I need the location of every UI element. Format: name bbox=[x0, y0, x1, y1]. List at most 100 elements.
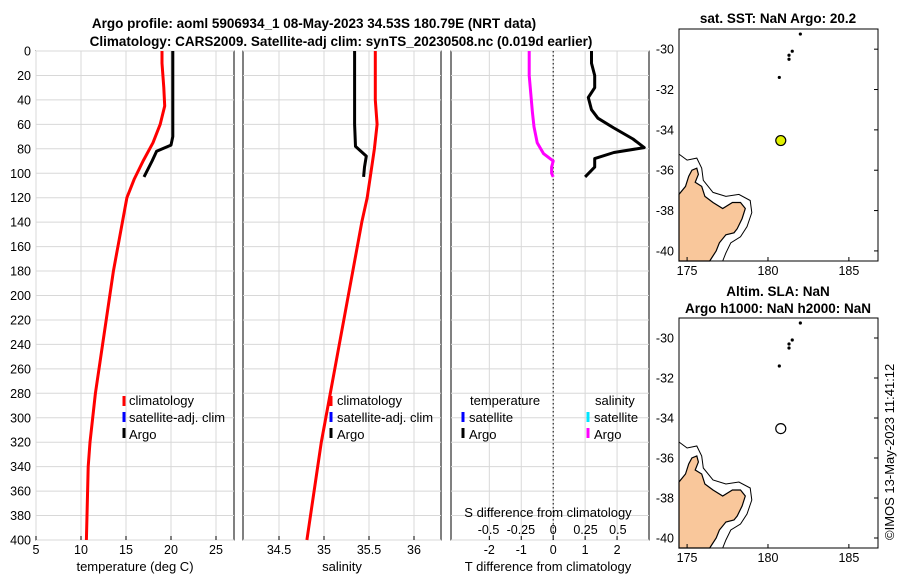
depth-tick-label: 240 bbox=[10, 338, 31, 352]
lon-tick-label: 175 bbox=[677, 264, 698, 278]
depth-tick-label: 260 bbox=[10, 362, 31, 376]
legend-salinity-heading: salinity bbox=[595, 393, 635, 408]
lon-tick-label: 185 bbox=[838, 551, 859, 565]
island bbox=[787, 342, 791, 346]
legend-s-satellite-label: satellite bbox=[594, 410, 638, 425]
island bbox=[787, 57, 791, 61]
sst-map-title: sat. SST: NaN Argo: 20.2 bbox=[700, 11, 856, 26]
temperature-xlabel: temperature (deg C) bbox=[76, 559, 193, 574]
depth-tick-label: 320 bbox=[10, 436, 31, 450]
land-mass bbox=[678, 167, 746, 262]
sst-map-lon-labels: 175 180 185 bbox=[677, 257, 859, 278]
legend-temperature-heading: temperature bbox=[470, 393, 540, 408]
legend-satellite-label: satellite-adj. clim bbox=[129, 410, 225, 425]
imos-watermark: ©IMOS 13-May-2023 11:41:12 bbox=[882, 364, 897, 540]
temperature-panel: 0 20 40 60 80 100 120 140 160 180 200 220 240 260 280 3… bbox=[10, 45, 235, 574]
x-tick-label: -1 bbox=[516, 543, 527, 557]
island bbox=[790, 338, 794, 342]
x-tick-label: 36 bbox=[407, 543, 421, 557]
lon-tick-label: 180 bbox=[758, 551, 779, 565]
lon-tick-label: 185 bbox=[838, 264, 859, 278]
lat-tick-label: -40 bbox=[656, 532, 674, 546]
lon-tick-label: 175 bbox=[677, 551, 698, 565]
figure-title-line2: Climatology: CARS2009. Satellite-adj cli… bbox=[90, 34, 593, 49]
series-argo bbox=[142, 51, 175, 178]
depth-tick-label: 40 bbox=[17, 93, 31, 107]
depth-tick-label: 160 bbox=[10, 240, 31, 254]
sla-map-title-line2: Argo h1000: NaN h2000: NaN bbox=[685, 301, 871, 316]
difference-legend: temperature satellite Argo salinity sate… bbox=[461, 393, 638, 442]
temperature-series bbox=[84, 51, 175, 541]
depth-tick-label: 380 bbox=[10, 509, 31, 523]
salinity-series bbox=[305, 51, 379, 541]
legend-t-satellite-label: satellite bbox=[469, 410, 513, 425]
temperature-tick-labels: 5 10 15 20 25 bbox=[33, 536, 223, 557]
x-tick-label: 0 bbox=[550, 543, 557, 557]
depth-tick-label: 60 bbox=[17, 118, 31, 132]
series-argo bbox=[353, 51, 368, 178]
x-tick-label: 15 bbox=[119, 543, 133, 557]
difference-panel: -2 -1 0 1 2 -0.5 -0.25 0 0.25 0.5 T difference f… bbox=[450, 50, 650, 574]
argo-position-marker bbox=[775, 423, 787, 435]
depth-tick-label: 180 bbox=[10, 265, 31, 279]
salinity-tick-labels: 34.5 35 35.5 36 bbox=[267, 536, 421, 557]
sst-map-argo-marker bbox=[775, 134, 787, 147]
sla-map-title-line1: Altim. SLA: NaN bbox=[726, 284, 830, 299]
x-tick-label: 34.5 bbox=[267, 543, 291, 557]
legend-s-argo-label: Argo bbox=[594, 427, 621, 442]
depth-tick-label: 400 bbox=[10, 534, 31, 548]
depth-tick-label: 300 bbox=[10, 411, 31, 425]
difference-series bbox=[527, 51, 646, 178]
island bbox=[790, 49, 794, 53]
depth-tick-label: 80 bbox=[17, 142, 31, 156]
sla-map-panel: Altim. SLA: NaN Argo h1000: NaN h2000: N… bbox=[656, 284, 879, 565]
sla-map-argo-marker bbox=[775, 423, 787, 435]
lat-tick-label: -30 bbox=[656, 332, 674, 346]
legend-climatology-label: climatology bbox=[129, 393, 195, 408]
depth-tick-label: 360 bbox=[10, 485, 31, 499]
lon-tick-label: 180 bbox=[758, 264, 779, 278]
depth-tick-labels: 0 20 40 60 80 100 120 140 160 180 200 220 240 260 280 3… bbox=[10, 45, 31, 548]
s-tick-label: 0.5 bbox=[609, 523, 626, 537]
sst-map-islands bbox=[777, 32, 802, 80]
lat-tick-label: -30 bbox=[656, 43, 674, 57]
x-tick-label: 10 bbox=[74, 543, 88, 557]
x-tick-label: 20 bbox=[164, 543, 178, 557]
island bbox=[777, 75, 781, 80]
series-argo-temperature-difference bbox=[584, 51, 646, 178]
depth-tick-label: 220 bbox=[10, 313, 31, 327]
salinity-panel: 34.5 35 35.5 36 salinity climatology satell… bbox=[242, 50, 442, 574]
depth-tick-label: 0 bbox=[24, 45, 31, 59]
island bbox=[777, 364, 781, 368]
island bbox=[787, 53, 791, 57]
x-tick-label: -2 bbox=[484, 543, 495, 557]
depth-tick-label: 280 bbox=[10, 387, 31, 401]
argo-position-marker bbox=[775, 134, 787, 147]
lat-tick-label: -36 bbox=[656, 452, 674, 466]
x-tick-label: 1 bbox=[582, 543, 589, 557]
depth-tick-label: 100 bbox=[10, 167, 31, 181]
lat-tick-label: -32 bbox=[656, 83, 674, 97]
sst-map-panel: sat. SST: NaN Argo: 20.2 -30 -32 -34 -36 -38… bbox=[656, 11, 879, 278]
lat-tick-label: -32 bbox=[656, 372, 674, 386]
shelf-contour bbox=[678, 441, 753, 549]
legend-climatology-label: climatology bbox=[337, 393, 403, 408]
s-tick-label: -0.25 bbox=[507, 523, 536, 537]
land-mass bbox=[678, 455, 746, 549]
sla-map-land bbox=[678, 441, 753, 549]
s-tick-label: 0 bbox=[550, 523, 557, 537]
depth-tick-label: 200 bbox=[10, 289, 31, 303]
x-tick-label: 2 bbox=[614, 543, 621, 557]
depth-tick-label: 140 bbox=[10, 216, 31, 230]
temperature-grid bbox=[35, 50, 234, 541]
sla-map-lon-labels: 175 180 185 bbox=[677, 544, 859, 565]
legend-satellite-label: satellite-adj. clim bbox=[337, 410, 433, 425]
s-tick-label: 0.25 bbox=[573, 523, 597, 537]
sla-map-lat-labels: -30 -32 -34 -36 -38 -40 bbox=[656, 332, 878, 546]
legend-argo-label: Argo bbox=[129, 427, 156, 442]
s-difference-tick-labels: -0.5 -0.25 0 0.25 0.5 bbox=[478, 523, 627, 537]
series-climatology bbox=[84, 51, 167, 541]
s-tick-label: -0.5 bbox=[478, 523, 500, 537]
x-tick-label: 35 bbox=[317, 543, 331, 557]
